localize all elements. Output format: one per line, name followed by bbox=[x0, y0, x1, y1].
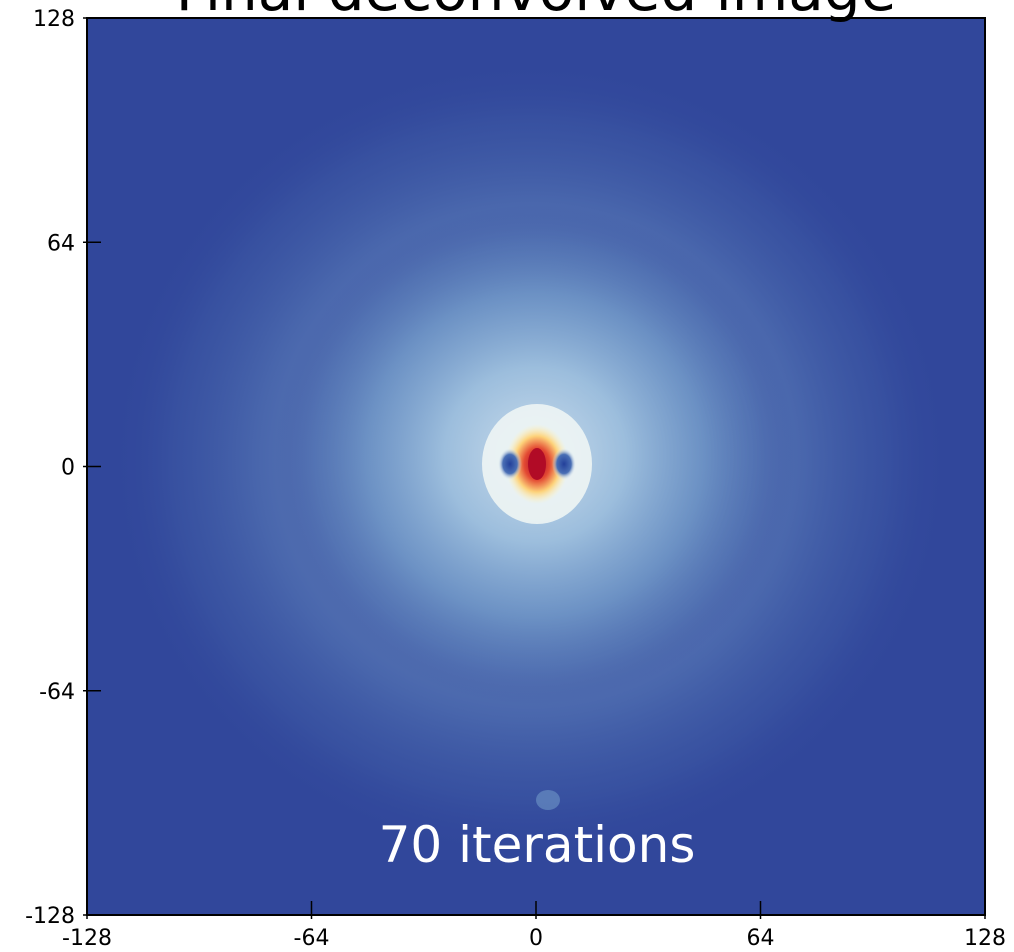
side-lobe bbox=[552, 448, 576, 480]
annotation: 70 iterations bbox=[379, 816, 696, 874]
y-tick-label: 64 bbox=[47, 231, 75, 256]
x-tick-label: -128 bbox=[62, 926, 112, 951]
y-tick-label: -64 bbox=[39, 680, 75, 705]
chart-title: Final deconvolved image bbox=[176, 0, 897, 24]
spot bbox=[536, 790, 560, 810]
core-peak bbox=[528, 448, 546, 480]
y-tick-label: 0 bbox=[61, 456, 75, 481]
side-lobe bbox=[498, 448, 522, 480]
y-tick-label: 128 bbox=[33, 7, 75, 32]
x-tick-label: -64 bbox=[294, 926, 330, 951]
x-tick-label: 0 bbox=[529, 926, 543, 951]
y-tick-label: -128 bbox=[25, 904, 75, 929]
x-tick-label: 64 bbox=[747, 926, 775, 951]
image bbox=[87, 18, 985, 915]
x-tick-label: 128 bbox=[964, 926, 1006, 951]
